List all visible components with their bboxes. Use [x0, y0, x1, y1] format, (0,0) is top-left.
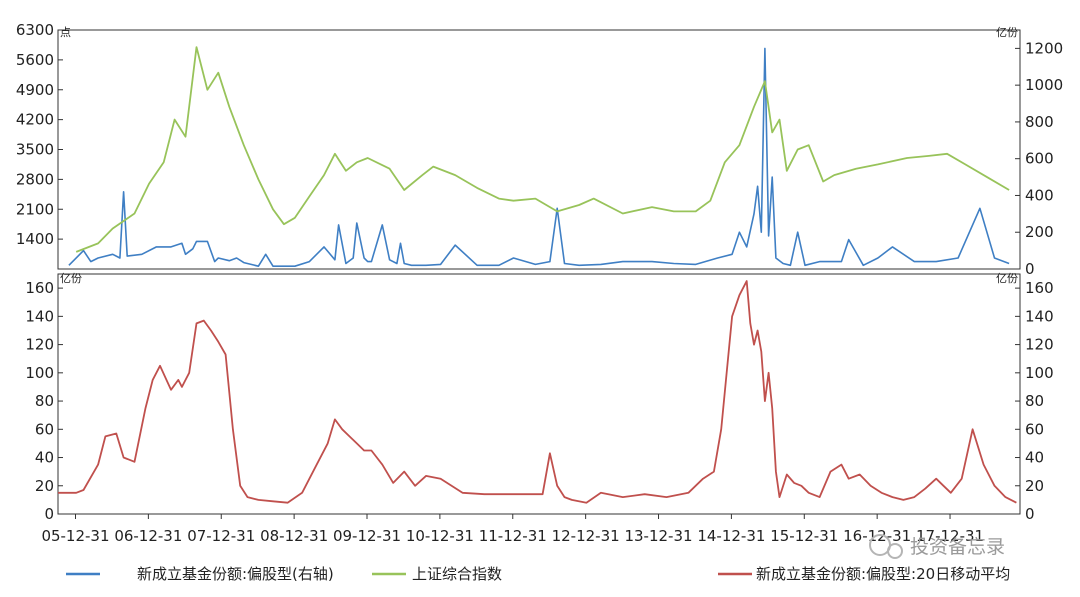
top-right-tick-label: 600 [1025, 150, 1054, 168]
bottom-right-tick-label: 140 [1025, 307, 1054, 325]
bottom-left-tick-label: 20 [35, 477, 54, 495]
x-tick-label: 15-12-31 [770, 527, 838, 545]
bottom-left-tick-label: 120 [25, 336, 54, 354]
bottom-left-tick-label: 140 [25, 307, 54, 325]
top-left-tick-label: 4900 [16, 81, 54, 99]
x-tick-label: 06-12-31 [114, 527, 182, 545]
top-right-tick-label: 1000 [1025, 76, 1063, 94]
bottom-right-tick-label: 80 [1025, 392, 1044, 410]
x-tick-label: 05-12-31 [41, 527, 109, 545]
x-tick-label: 11-12-31 [479, 527, 547, 545]
x-tick-label: 14-12-31 [697, 527, 765, 545]
bottom-left-tick-label: 80 [35, 392, 54, 410]
x-tick-label: 12-12-31 [552, 527, 620, 545]
bottom-right-tick-label: 100 [1025, 364, 1054, 382]
top-left-tick-label: 2800 [16, 170, 54, 188]
legend-label: 新成立基金份额:偏股型(右轴) [137, 565, 334, 583]
top-right-tick-label: 800 [1025, 113, 1054, 131]
bottom-right-tick-label: 120 [1025, 336, 1054, 354]
top-left-tick-label: 3500 [16, 141, 54, 159]
bottom-left-tick-label: 60 [35, 420, 54, 438]
top-right-tick-label: 400 [1025, 186, 1054, 204]
top-left-tick-label: 4200 [16, 111, 54, 129]
top-plot-frame [57, 29, 1021, 270]
bottom-left-unit: 亿份 [60, 272, 82, 285]
bottom-left-tick-label: 40 [35, 449, 54, 467]
bottom-left-tick-label: 0 [44, 505, 54, 523]
bottom-plot-frame [57, 273, 1021, 515]
top-right-tick-label: 0 [1025, 260, 1035, 278]
bottom-left-tick-label: 100 [25, 364, 54, 382]
top-right-tick-label: 1200 [1025, 39, 1063, 57]
x-tick-label: 07-12-31 [187, 527, 255, 545]
x-tick-label: 08-12-31 [260, 527, 328, 545]
legend-label: 上证综合指数 [412, 565, 502, 583]
watermark-text: 投资备忘录 [910, 536, 1005, 558]
series-line-shanghai-composite [75, 46, 1010, 253]
legend-label: 新成立基金份额:偏股型:20日移动平均 [756, 565, 1010, 583]
bottom-right-tick-label: 160 [1025, 279, 1054, 297]
top-left-unit: 点 [60, 26, 71, 39]
top-left-tick-label: 2100 [16, 200, 54, 218]
bottom-right-tick-label: 20 [1025, 477, 1044, 495]
x-tick-label: 17-12-31 [916, 527, 984, 545]
bottom-right-tick-label: 0 [1025, 505, 1035, 523]
top-right-tick-label: 200 [1025, 223, 1054, 241]
bottom-right-unit: 亿份 [996, 272, 1018, 285]
bottom-right-tick-label: 60 [1025, 420, 1044, 438]
top-left-tick-label: 6300 [16, 21, 54, 39]
top-right-unit: 亿份 [996, 26, 1018, 39]
x-tick-label: 13-12-31 [624, 527, 692, 545]
top-left-tick-label: 5600 [16, 51, 54, 69]
series-line-20day-moving-average [58, 280, 1017, 504]
x-tick-label: 10-12-31 [406, 527, 474, 545]
top-left-tick-label: 1400 [16, 230, 54, 248]
bottom-right-tick-label: 40 [1025, 449, 1044, 467]
x-tick-label: 09-12-31 [333, 527, 401, 545]
series-line-new-equity-fund-shares [68, 47, 1010, 268]
watermark-logo-icon-small [887, 543, 903, 559]
bottom-left-tick-label: 160 [25, 279, 54, 297]
